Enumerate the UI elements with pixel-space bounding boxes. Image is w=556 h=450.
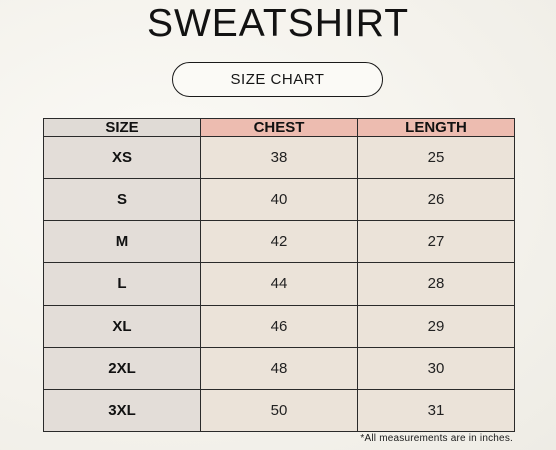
header-size: SIZE [43, 118, 201, 137]
length-cell: 28 [357, 262, 515, 306]
size-cell: S [43, 178, 201, 222]
table-row: 3XL 50 31 [43, 388, 515, 433]
length-cell: 27 [357, 220, 515, 264]
length-cell: 30 [357, 346, 515, 390]
size-cell: M [43, 220, 201, 264]
chest-cell: 46 [200, 304, 358, 348]
table-row: L 44 28 [43, 262, 515, 306]
size-cell: XL [43, 304, 201, 348]
chest-cell: 48 [200, 346, 358, 390]
size-cell: 3XL [43, 388, 201, 433]
length-cell: 31 [357, 388, 515, 433]
table-row: XS 38 25 [43, 135, 515, 180]
chest-cell: 42 [200, 220, 358, 264]
length-cell: 29 [357, 304, 515, 348]
measurement-footnote: *All measurements are in inches. [360, 433, 513, 444]
chest-cell: 40 [200, 178, 358, 222]
chest-cell: 44 [200, 262, 358, 306]
size-cell: L [43, 262, 201, 306]
table-row: S 40 26 [43, 178, 515, 222]
size-chart-badge: SIZE CHART [172, 62, 383, 97]
size-chart-label: SIZE CHART [230, 71, 325, 88]
length-cell: 26 [357, 178, 515, 222]
size-chart-table: SIZE CHEST LENGTH XS 38 25 S 40 26 M 42 … [43, 118, 515, 433]
page-title: SWEATSHIRT [146, 2, 410, 45]
table-row: M 42 27 [43, 220, 515, 264]
length-cell: 25 [357, 135, 515, 180]
table-row: XL 46 29 [43, 304, 515, 348]
header-chest: CHEST [200, 118, 358, 137]
chest-cell: 50 [200, 388, 358, 433]
size-cell: XS [43, 135, 201, 180]
header-length: LENGTH [357, 118, 515, 137]
table-row: 2XL 48 30 [43, 346, 515, 390]
table-header-row: SIZE CHEST LENGTH [43, 118, 515, 137]
size-cell: 2XL [43, 346, 201, 390]
chest-cell: 38 [200, 135, 358, 180]
